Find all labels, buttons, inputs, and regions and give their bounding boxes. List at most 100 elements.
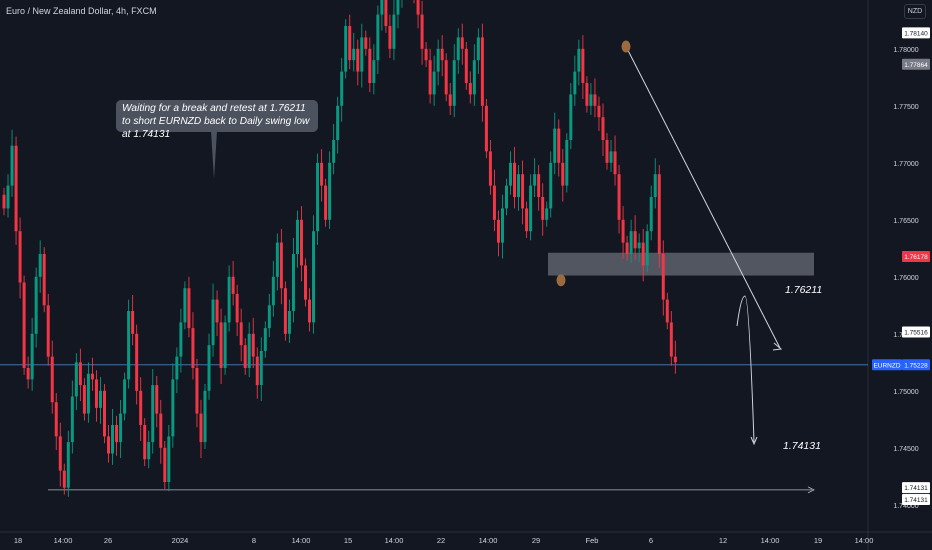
candle-body [468, 83, 472, 95]
price-tick-label: 1.74000 [893, 503, 918, 510]
candle-body [537, 174, 541, 197]
candle-body [641, 242, 645, 266]
candle-body [332, 140, 336, 163]
candle-body [207, 345, 211, 391]
candle-body [669, 322, 673, 357]
candle-body [235, 293, 239, 323]
price-badge-label: 1.74131 [904, 485, 928, 492]
candle-body [316, 162, 320, 232]
candle-body [223, 322, 227, 368]
candle-body [356, 48, 360, 72]
candle-body [633, 231, 637, 249]
candle-body [344, 26, 348, 72]
candle-body [452, 60, 456, 106]
candle-body [581, 48, 585, 83]
candle-body [460, 37, 464, 49]
candle-body [259, 350, 263, 386]
resistance-level-label: 1.76211 [785, 284, 823, 296]
candle-body [119, 413, 123, 443]
candle-body [267, 305, 271, 329]
candle-body [565, 140, 569, 186]
resistance-zone[interactable] [548, 252, 814, 276]
candle-body [30, 333, 34, 380]
candle-body [6, 185, 10, 209]
candle-body [295, 219, 299, 254]
candle-body [159, 413, 163, 448]
symbol-badge-label: EURNZD [873, 362, 900, 369]
price-badge [902, 58, 930, 70]
swing-point-marker[interactable] [556, 274, 566, 287]
time-tick-label: 14:00 [761, 536, 780, 545]
price-tick-label: 1.78000 [893, 47, 918, 54]
candle-body [14, 145, 18, 232]
price-badge-label: 1.78140 [904, 30, 928, 37]
trendline[interactable] [625, 46, 781, 349]
candle-body [304, 265, 307, 300]
candle-body [251, 333, 255, 357]
candle-body [203, 390, 207, 443]
target-line-arrow [807, 486, 815, 494]
candle-body [283, 288, 287, 334]
candle-body [657, 174, 661, 254]
candle-body [328, 162, 332, 220]
candle-body [22, 282, 26, 368]
candle-body [66, 442, 70, 488]
candle-body [517, 174, 521, 197]
candle-body [444, 60, 448, 95]
candle-body [86, 373, 90, 414]
candle-body [609, 151, 613, 163]
projection-arrowhead [750, 436, 758, 446]
candle-body [336, 105, 340, 140]
time-tick-label: 14:00 [385, 536, 404, 545]
candle-body [299, 219, 303, 266]
candle-body [388, 26, 392, 49]
candle-body [195, 368, 199, 414]
candle-body [2, 194, 6, 209]
candle-body [90, 373, 94, 380]
candle-body [187, 288, 191, 329]
candle-body [103, 390, 106, 437]
candle-body [505, 185, 508, 209]
analysis-callout[interactable]: Waiting for a break and retest at 1.7621… [116, 100, 318, 140]
candle-body [653, 174, 657, 197]
candle-body [492, 185, 496, 220]
price-badge-label: 1.77864 [904, 62, 928, 69]
price-tick-label: 1.77500 [893, 104, 918, 111]
time-tick-label: 15 [344, 536, 352, 545]
projection-arrow[interactable] [736, 295, 755, 443]
candle-body [553, 128, 557, 163]
time-tick-label: 14:00 [479, 536, 498, 545]
candle-body [171, 379, 175, 437]
candle-body [143, 425, 147, 460]
time-tick-label: 18 [14, 536, 22, 545]
candle-body [472, 60, 476, 95]
candle-body [589, 94, 593, 106]
candle-body [541, 197, 545, 220]
candle-body [484, 105, 488, 152]
candle-body [509, 162, 513, 186]
candle-body [231, 276, 235, 294]
candle-body [219, 322, 223, 368]
candle-body [139, 390, 143, 425]
candle-body [380, 0, 384, 15]
candle-body [521, 174, 525, 209]
time-tick-label: 14:00 [292, 536, 311, 545]
candle-body [127, 311, 131, 380]
swing-point-marker[interactable] [621, 40, 631, 53]
candle-body [480, 37, 484, 106]
candle-body [340, 71, 344, 106]
currency-button[interactable]: NZD [904, 4, 926, 19]
candle-body [54, 402, 58, 437]
candle-body [227, 276, 231, 323]
price-badge-label: 1.76178 [904, 254, 928, 261]
candle-body [175, 356, 179, 380]
candle-body [42, 254, 46, 306]
candle-body [605, 140, 609, 163]
candle-body [396, 0, 400, 15]
candle-body [26, 368, 30, 380]
price-badge [902, 326, 930, 338]
price-badge [902, 493, 930, 505]
time-tick-label: 26 [104, 536, 112, 545]
candle-body [131, 311, 135, 334]
